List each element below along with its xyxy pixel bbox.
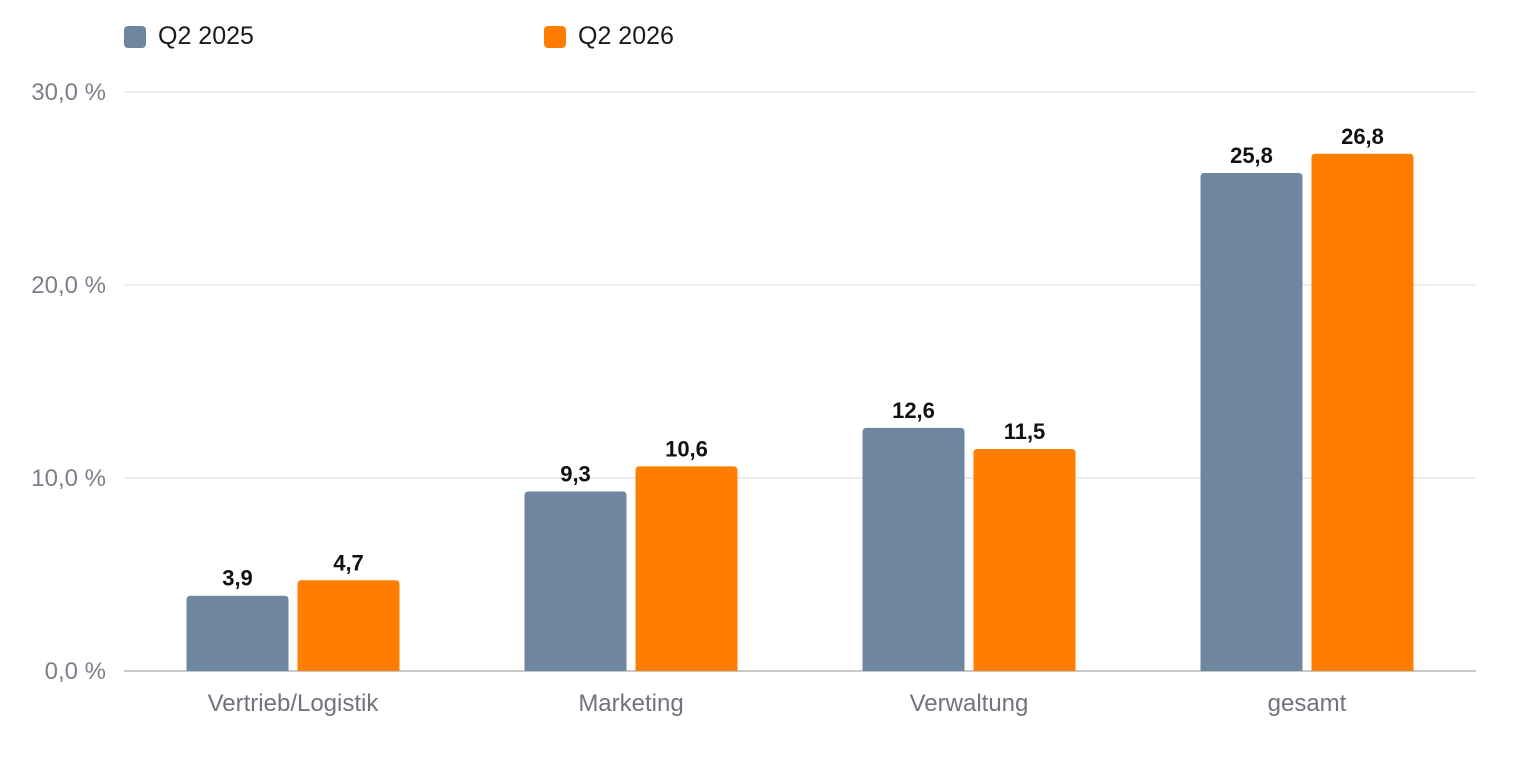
legend-swatch-q2-2025 [124,25,146,48]
bar-q2-2026-gesamt[interactable] [1311,153,1414,671]
data-label: 9,3 [560,462,591,487]
bar-q2-2026-marketing[interactable] [635,466,738,671]
bar-q2-2025-verwaltung[interactable] [862,427,965,671]
x-tick-label: Vertrieb/Logistik [208,690,380,717]
bar-q2-2026-vertrieb-logistik[interactable] [297,580,400,671]
y-tick-label: 0,0 % [45,658,106,685]
legend-label-q2-2025: Q2 2025 [158,22,254,50]
data-label: 12,6 [892,398,935,423]
x-tick-label: gesamt [1268,690,1347,717]
legend-swatch-q2-2026 [544,25,566,48]
data-label: 11,5 [1004,419,1046,444]
legend-item-q2-2025[interactable]: Q2 2025 [124,22,254,51]
bar-q2-2025-marketing[interactable] [524,491,627,671]
data-label: 10,6 [665,436,708,461]
legend-label-q2-2026: Q2 2026 [578,22,674,50]
legend-item-q2-2026[interactable]: Q2 2026 [544,22,674,51]
data-label: 3,9 [222,566,253,591]
y-tick-label: 10,0 % [31,465,106,492]
data-label: 25,8 [1230,143,1273,168]
x-tick-label: Verwaltung [910,690,1029,717]
y-tick-label: 20,0 % [31,272,106,299]
x-tick-label: Marketing [578,690,683,717]
data-label: 4,7 [333,550,364,575]
bar-q2-2026-verwaltung[interactable] [973,449,1076,671]
bar-q2-2025-vertrieb-logistik[interactable] [186,595,289,671]
bar-q2-2025-gesamt[interactable] [1200,173,1303,671]
data-label: 26,8 [1341,124,1384,149]
y-tick-label: 30,0 % [31,79,106,106]
